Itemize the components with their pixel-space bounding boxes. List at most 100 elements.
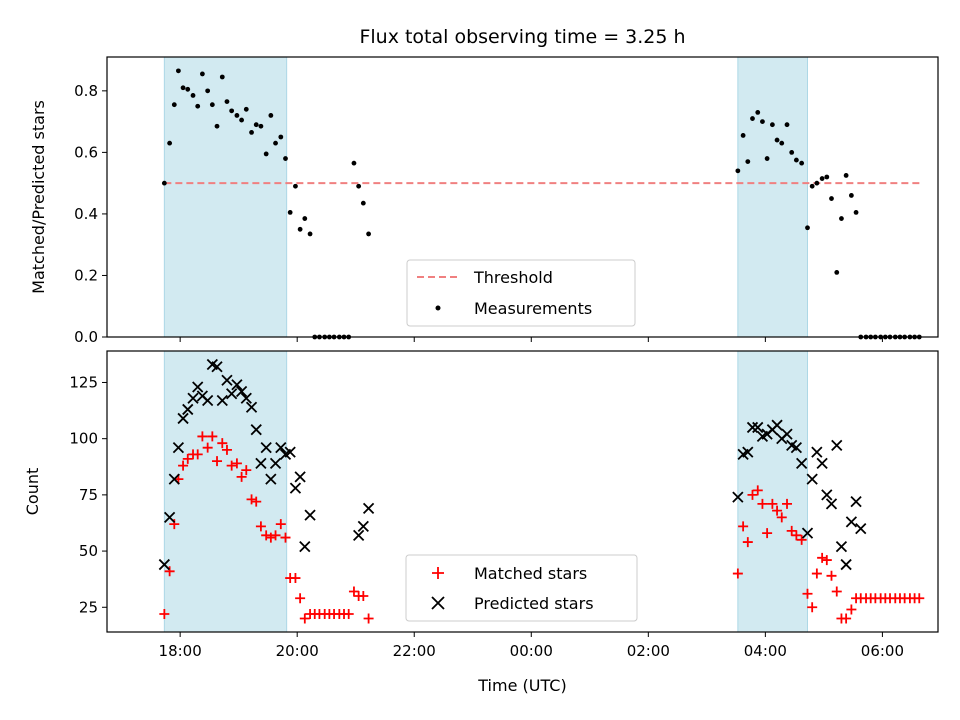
top-legend: Threshold Measurements	[406, 259, 636, 327]
matched-star-point	[212, 456, 223, 467]
predicted-star-point	[746, 421, 759, 434]
measurement-point	[214, 123, 220, 129]
measurement-point	[745, 159, 751, 165]
top-y-ticks: 0.0 0.2 0.4 0.6 0.8	[74, 82, 107, 346]
predicted-star-point	[353, 529, 365, 541]
predicted-star-point	[163, 511, 176, 523]
measurement-point	[243, 106, 249, 112]
measurement-point	[180, 85, 186, 91]
x-tick-label: 20:00	[276, 642, 319, 660]
measurement-point	[190, 93, 196, 98]
matched-star-point	[348, 586, 359, 597]
top-axes-frame	[106, 56, 939, 338]
predicted-star-point	[284, 446, 296, 458]
bottom-y-axis-label: Count	[23, 468, 42, 516]
matched-star-point	[817, 552, 828, 563]
bottom-y-tick-label: 25	[79, 598, 98, 616]
measurement-point	[848, 193, 854, 198]
measurement-point	[366, 231, 371, 237]
bottom-axes-frame	[106, 350, 939, 633]
top-y-axis-label: Matched/Predicted stars	[29, 100, 48, 294]
matched-star-point	[255, 521, 266, 532]
predicted-star-point	[796, 457, 808, 470]
matched-star-point	[226, 460, 237, 471]
matched-star-point	[280, 532, 291, 543]
predicted-star-point	[177, 412, 189, 425]
matched-star-point	[757, 498, 768, 509]
matched-star-point	[807, 602, 818, 613]
measurement-point	[356, 183, 362, 189]
predicted-star-point	[235, 385, 248, 398]
legend-measurements-swatch	[435, 305, 441, 311]
measurement-point	[740, 133, 746, 138]
matched-star-point	[747, 489, 758, 500]
predicted-star-point	[781, 428, 793, 440]
top-y-tick-label: 0.0	[74, 328, 98, 346]
matched-star-point	[343, 609, 354, 620]
matched-star-point	[192, 449, 203, 460]
measurement-point	[171, 102, 177, 108]
matched-star-point	[914, 593, 925, 604]
predicted-star-point	[250, 424, 262, 436]
measurement-point	[239, 117, 244, 123]
predicted-star-point	[806, 473, 818, 485]
predicted-star-point	[202, 394, 214, 407]
measurement-point	[764, 156, 770, 161]
predicted-star-point	[357, 520, 369, 532]
legend-threshold-label: Threshold	[473, 268, 553, 287]
matched-star-point	[762, 528, 773, 539]
measurement-point	[843, 173, 849, 178]
measurement-point	[750, 116, 755, 121]
x-tick-label: 02:00	[627, 642, 670, 660]
matched-star-point	[197, 431, 208, 442]
predicted-star-point	[211, 361, 223, 373]
measurement-point	[195, 103, 201, 109]
measurement-point	[789, 149, 795, 155]
measurement-point	[769, 122, 775, 128]
x-axis-label: Time (UTC)	[477, 676, 566, 695]
measurement-point	[360, 200, 366, 206]
predicted-star-point	[260, 442, 272, 454]
predicted-star-point	[831, 439, 843, 452]
predicted-star-point	[855, 522, 867, 535]
predicted-star-point	[187, 392, 199, 404]
measurement-point	[784, 122, 790, 128]
top-legend-box	[406, 259, 636, 327]
legend-matched-swatch	[432, 567, 444, 579]
measurement-point	[814, 180, 820, 186]
measurement-point	[278, 134, 284, 140]
measurement-point	[834, 269, 840, 275]
top-y-tick-label: 0.8	[74, 82, 98, 100]
predicted-star-point	[158, 558, 170, 571]
measurement-point	[263, 151, 269, 157]
measurement-point	[209, 102, 215, 108]
matched-star-point	[732, 568, 743, 579]
predicted-star-point	[845, 516, 858, 528]
measurement-point	[779, 140, 785, 146]
matched-star-point	[246, 494, 257, 505]
matched-star-point	[236, 471, 247, 482]
matched-star-point	[159, 609, 170, 620]
measurement-point	[287, 209, 293, 215]
predicted-star-point	[835, 540, 848, 553]
bottom-x-ticks: 18:00 20:00 22:00 00:00 02:00 04:00 06:00	[159, 632, 904, 660]
matched-star-point	[776, 512, 787, 523]
matched-star-point	[182, 453, 193, 464]
predicted-star-point	[811, 446, 823, 458]
bottom-y-ticks: 25 50 75 100 125	[69, 373, 107, 616]
matched-star-point	[811, 568, 822, 579]
matched-star-point	[202, 442, 213, 453]
top-y-tick-label: 0.2	[74, 266, 98, 284]
measurement-point	[199, 71, 205, 77]
measurement-point	[253, 122, 259, 128]
measurement-point	[268, 113, 274, 118]
x-tick-label: 00:00	[510, 642, 553, 660]
chart-title: Flux total observing time = 3.25 h	[359, 26, 685, 48]
predicted-star-point	[850, 495, 862, 508]
matched-star-point	[241, 465, 252, 476]
matched-star-point	[738, 521, 749, 532]
matched-star-point	[295, 593, 306, 604]
matched-star-point	[841, 613, 852, 624]
bottom-y-tick-label: 125	[69, 373, 98, 391]
matched-star-point	[261, 530, 272, 541]
